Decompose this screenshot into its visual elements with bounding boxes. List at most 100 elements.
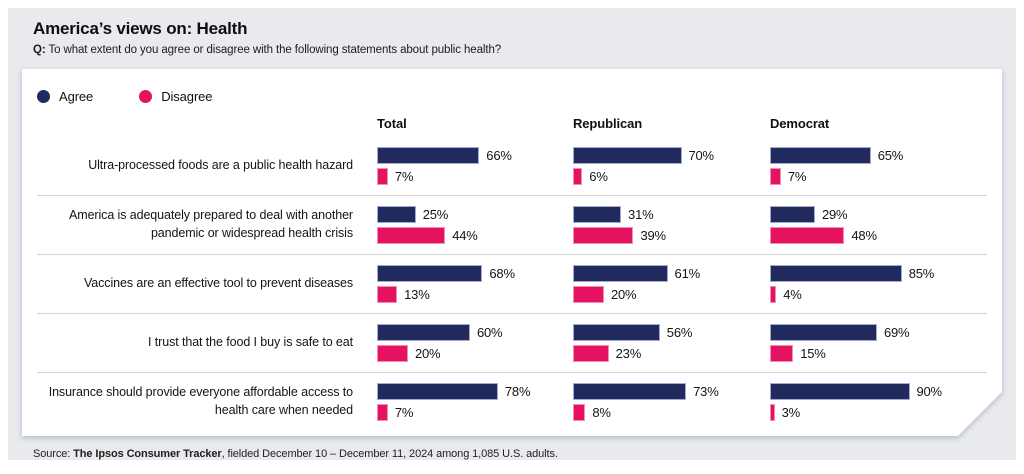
- disagree-bar: [377, 345, 408, 362]
- agree-bar: [377, 383, 498, 400]
- agree-bar-line: 69%: [770, 324, 987, 341]
- statement-label: I trust that the food I buy is safe to e…: [148, 335, 353, 350]
- disagree-bar-line: 3%: [770, 404, 987, 421]
- agree-bar-line: 66%: [377, 147, 573, 164]
- statement-row: Ultra-processed foods are a public healt…: [37, 137, 987, 195]
- agree-bar: [573, 324, 660, 341]
- disagree-bar: [770, 404, 775, 421]
- chart-card: Agree Disagree Total Republican Democrat…: [22, 69, 1002, 436]
- agree-bar: [573, 147, 682, 164]
- disagree-bar-line: 4%: [770, 286, 987, 303]
- disagree-bar-line: 20%: [573, 286, 770, 303]
- agree-bar-line: 85%: [770, 265, 987, 282]
- statement-row: Vaccines are an effective tool to preven…: [37, 254, 987, 313]
- column-header-republican: Republican: [573, 116, 643, 131]
- disagree-value-label: 13%: [404, 287, 430, 302]
- disagree-value-label: 4%: [783, 287, 802, 302]
- agree-bar-line: 73%: [573, 383, 770, 400]
- disagree-value-label: 44%: [452, 228, 478, 243]
- agree-value-label: 73%: [693, 384, 719, 399]
- bar-cell-total: 60% 20%: [377, 324, 573, 362]
- agree-bar: [770, 383, 910, 400]
- bar-cell-democrat: 85% 4%: [770, 265, 987, 303]
- agree-bar: [770, 324, 877, 341]
- disagree-value-label: 23%: [615, 346, 642, 361]
- disagree-bar: [573, 404, 585, 421]
- agree-value-label: 70%: [688, 148, 714, 163]
- disagree-bar: [770, 286, 776, 303]
- disagree-bar-line: 44%: [377, 227, 573, 244]
- bar-cell-democrat: 69% 15%: [770, 324, 987, 362]
- agree-value-label: 78%: [504, 384, 531, 399]
- bar-cell-total: 66% 7%: [377, 147, 573, 185]
- agree-bar-line: 60%: [377, 324, 573, 341]
- disagree-value-label: 3%: [781, 405, 801, 420]
- agree-value-label: 56%: [666, 325, 693, 340]
- agree-bar: [573, 265, 668, 282]
- disagree-value-label: 15%: [800, 346, 826, 361]
- agree-value-label: 90%: [916, 384, 942, 399]
- disagree-bar-line: 20%: [377, 345, 573, 362]
- agree-bar: [377, 324, 470, 341]
- agree-value-label: 69%: [883, 325, 910, 340]
- disagree-bar: [770, 345, 793, 362]
- agree-bar: [377, 265, 482, 282]
- disagree-bar-line: 23%: [573, 345, 770, 362]
- agree-bar: [770, 265, 902, 282]
- bar-cell-republican: 70% 6%: [573, 147, 770, 185]
- agree-value-label: 68%: [489, 266, 515, 281]
- agree-bar: [377, 206, 416, 223]
- column-header-democrat: Democrat: [770, 116, 830, 131]
- agree-bar-line: 25%: [377, 206, 573, 223]
- disagree-bar: [377, 168, 388, 185]
- disagree-bar: [377, 404, 388, 421]
- bar-cell-republican: 56% 23%: [573, 324, 770, 362]
- disagree-bar-line: 39%: [573, 227, 770, 244]
- disagree-value-label: 39%: [640, 228, 666, 243]
- bar-cell-democrat: 90% 3%: [770, 383, 987, 421]
- source-line: Source: The Ipsos Consumer Tracker, fiel…: [33, 448, 1016, 460]
- agree-bar-line: 78%: [377, 383, 573, 400]
- column-header-total: Total: [377, 116, 407, 131]
- agree-bar-line: 90%: [770, 383, 987, 400]
- disagree-bar: [377, 227, 445, 244]
- question-label: Q:: [33, 44, 46, 56]
- agree-bar-line: 65%: [770, 147, 987, 164]
- bar-cell-total: 78% 7%: [377, 383, 573, 421]
- disagree-value-label: 7%: [394, 169, 414, 184]
- agree-value-label: 61%: [674, 266, 700, 281]
- agree-bar-line: 56%: [573, 324, 770, 341]
- disagree-bar: [573, 227, 633, 244]
- agree-value-label: 60%: [477, 325, 503, 340]
- statement-row: America is adequately prepared to deal w…: [37, 195, 987, 254]
- header: America’s views on: Health Q: To what ex…: [8, 8, 1016, 56]
- disagree-dot-icon: [139, 90, 152, 103]
- source-prefix: Source:: [33, 448, 74, 460]
- agree-bar-line: 29%: [770, 206, 987, 223]
- disagree-bar: [573, 168, 582, 185]
- disagree-legend-label: Disagree: [161, 89, 213, 104]
- statement-row: I trust that the food I buy is safe to e…: [37, 313, 987, 372]
- disagree-bar-line: 7%: [770, 168, 987, 185]
- agree-dot-icon: [37, 90, 50, 103]
- disagree-value-label: 7%: [394, 405, 414, 420]
- column-header-spacer: [37, 116, 377, 131]
- agree-bar-line: 31%: [573, 206, 770, 223]
- agree-value-label: 66%: [486, 148, 512, 163]
- disagree-bar-line: 48%: [770, 227, 987, 244]
- bar-cell-republican: 31% 39%: [573, 206, 770, 244]
- bar-cell-republican: 61% 20%: [573, 265, 770, 303]
- question-body: To what extent do you agree or disagree …: [48, 44, 502, 56]
- disagree-value-label: 20%: [415, 346, 441, 361]
- source-tracker-name: The Ipsos Consumer Tracker: [73, 448, 222, 460]
- statement-label: Ultra-processed foods are a public healt…: [88, 158, 353, 173]
- agree-bar: [770, 147, 871, 164]
- disagree-bar-line: 7%: [377, 168, 573, 185]
- chart-card-shadow: Agree Disagree Total Republican Democrat…: [8, 69, 1016, 436]
- bar-cell-total: 25% 44%: [377, 206, 573, 244]
- source-details: , fielded December 10 – December 11, 202…: [221, 448, 558, 460]
- agree-value-label: 65%: [877, 148, 904, 163]
- agree-bar-line: 70%: [573, 147, 770, 164]
- agree-legend-label: Agree: [59, 89, 94, 104]
